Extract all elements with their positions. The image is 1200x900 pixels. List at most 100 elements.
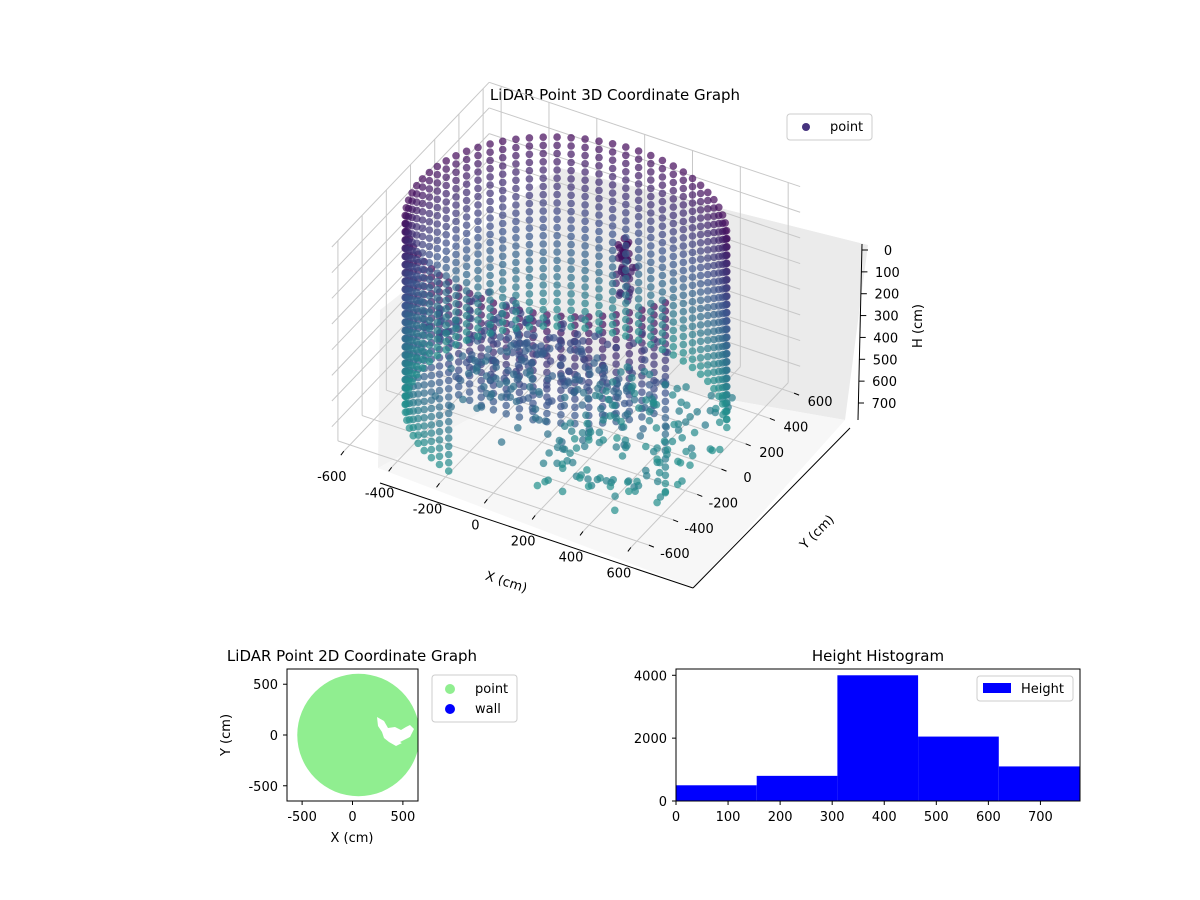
lidar-point: [526, 383, 534, 391]
lidar-point: [704, 246, 712, 254]
lidar-point: [571, 403, 579, 412]
lidar-point: [550, 334, 558, 342]
lidar-point: [433, 236, 442, 245]
lidar-point: [553, 166, 561, 174]
lidar-point: [498, 285, 507, 294]
lidar-point: [696, 189, 705, 198]
lidar-point: [412, 354, 421, 363]
lidar-point: [486, 263, 494, 272]
lidar-point: [507, 341, 515, 350]
lidar-point: [525, 183, 534, 191]
lidar-point: [704, 328, 712, 336]
lidar-point: [608, 304, 617, 312]
lidar-point: [567, 216, 575, 224]
lidar-point: [525, 249, 534, 257]
lidar-point: [427, 412, 436, 421]
lidar-point: [512, 250, 520, 259]
lidar-point: [669, 244, 678, 252]
lidar-point: [594, 384, 602, 393]
lidar-point: [464, 369, 473, 378]
lidar-point: [543, 409, 551, 418]
lidar-point: [412, 370, 421, 379]
lidar-point: [512, 151, 520, 160]
lidar-point: [704, 369, 712, 377]
lidar-point: [446, 354, 454, 362]
lidar-point: [661, 463, 670, 471]
lidar-point: [650, 352, 658, 360]
lidar-point: [498, 293, 507, 302]
x-tick-label-3d-1: -400: [365, 486, 395, 501]
lidar-point: [661, 356, 670, 365]
lidar-point: [425, 209, 434, 218]
lidar-point: [427, 437, 436, 446]
lidar-point: [418, 240, 427, 249]
lidar-point: [454, 366, 463, 375]
lidar-point: [647, 168, 655, 176]
lidar-point: [435, 370, 444, 379]
lidar-point: [710, 360, 718, 368]
lidar-point: [418, 208, 427, 216]
lidar-point: [647, 291, 655, 300]
lidar-point: [679, 332, 688, 341]
x-tick-mark-3d-5: [579, 531, 584, 536]
lidar-point: [560, 422, 569, 431]
x-tick-label-hist-5: 500: [924, 810, 949, 825]
lidar-point: [401, 400, 410, 409]
lidar-point: [576, 474, 584, 482]
lidar-point: [512, 209, 520, 217]
lidar-point: [581, 242, 589, 250]
lidar-point: [492, 374, 500, 383]
lidar-point: [442, 280, 451, 288]
lidar-point: [583, 419, 591, 428]
lidar-point: [622, 168, 630, 176]
lidar-point: [452, 160, 460, 168]
y-axis-label-3d: Y (cm): [797, 512, 838, 553]
lidar-point: [539, 240, 547, 248]
lidar-point: [595, 153, 603, 162]
lidar-point: [462, 254, 471, 262]
lidar-point: [425, 259, 434, 267]
lidar-point: [412, 321, 421, 330]
lidar-point: [425, 316, 434, 325]
lidar-point: [433, 187, 442, 195]
lidar-point: [645, 381, 654, 389]
lidar-point: [723, 423, 731, 432]
lidar-point: [696, 239, 705, 247]
lidar-point: [462, 246, 471, 254]
lidar-point: [622, 200, 630, 209]
lidar-point: [595, 244, 603, 252]
lidar-point: [474, 233, 482, 242]
lidar-point: [462, 303, 471, 312]
lidar-point: [642, 466, 650, 475]
lidar-point: [688, 199, 697, 207]
lidar-point: [690, 428, 699, 437]
lidar-point: [539, 273, 547, 281]
lidar-point: [581, 283, 589, 291]
lidar-point: [477, 393, 486, 402]
lidar-point: [427, 445, 436, 454]
y-tick-label-2d-0: -500: [248, 780, 278, 795]
lidar-point: [512, 168, 520, 176]
lidar-point: [704, 213, 712, 221]
lidar-point: [679, 176, 688, 185]
lidar-point: [688, 265, 697, 273]
lidar-point: [539, 215, 547, 224]
lidar-point: [608, 329, 617, 337]
lidar-point: [647, 316, 655, 324]
legend-2d-point-marker: [445, 684, 455, 694]
lidar-point: [710, 253, 718, 261]
x-tick-label-3d-2: -200: [413, 502, 443, 517]
lidar-point: [577, 345, 585, 354]
lidar-point: [661, 397, 670, 406]
lidar-point: [442, 255, 451, 264]
lidar-point: [595, 318, 603, 326]
lidar-point: [553, 199, 561, 207]
lidar-point: [553, 443, 562, 452]
lidar-point: [617, 368, 625, 376]
histogram-bars: [676, 675, 1080, 801]
lidar-point: [658, 255, 667, 263]
lidar-point: [710, 269, 718, 278]
lidar-point: [560, 445, 569, 454]
lidar-point: [425, 250, 434, 259]
lidar-point: [658, 321, 667, 329]
